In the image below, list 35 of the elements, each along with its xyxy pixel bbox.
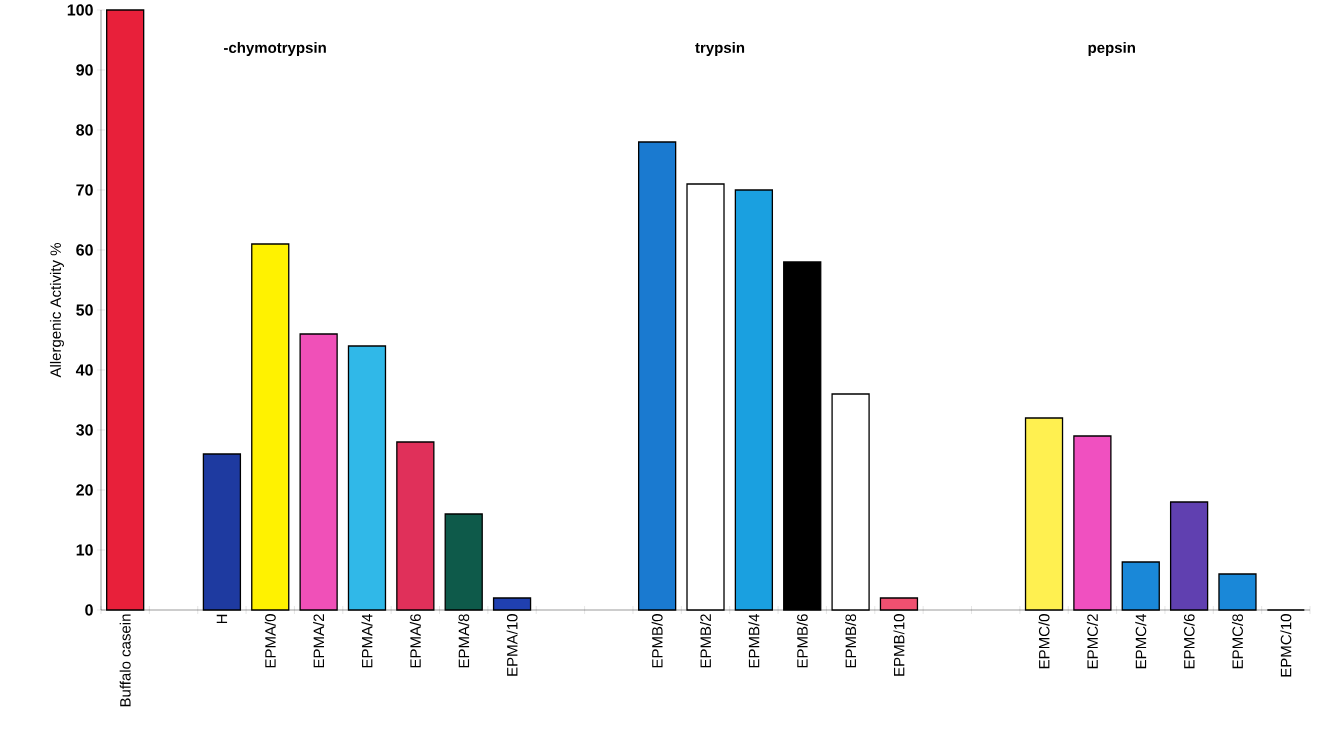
- y-tick-label: 30: [76, 424, 93, 436]
- x-tick-label: EPMA/10: [506, 614, 518, 676]
- annotation: trypsin: [695, 42, 745, 56]
- y-tick-label: 0: [85, 604, 93, 616]
- x-tick-label: EPMA/6: [409, 614, 421, 668]
- x-tick-label: EPMA/0: [264, 614, 276, 668]
- x-tick-label: EPMC/8: [1231, 614, 1243, 669]
- x-tick-label: EPMB/0: [651, 614, 663, 668]
- x-tick-label: EPMA/2: [313, 614, 325, 668]
- annotation: -chymotrypsin: [224, 42, 326, 56]
- x-tick-label: EPMA/4: [361, 613, 373, 668]
- x-tick-label: H: [216, 614, 228, 624]
- y-tick-label: 60: [76, 244, 93, 256]
- y-axis-title: Allergenic Activity %: [49, 243, 64, 378]
- annotation: pepsin: [1088, 42, 1135, 56]
- x-tick-label: EPMB/4: [748, 613, 760, 668]
- x-tick-label: EPMB/2: [699, 614, 712, 668]
- x-tick-label: EPMB/6: [796, 614, 808, 668]
- y-tick-label: 90: [76, 64, 93, 76]
- x-tick-label: EPMC/2: [1086, 614, 1098, 669]
- x-tick-label: EPMB/10: [893, 614, 905, 676]
- x-tick-label: EPMB/8: [845, 614, 857, 668]
- y-tick-label: 20: [76, 484, 93, 496]
- x-tick-label: EPMC/10: [1280, 614, 1292, 677]
- y-tick-label: 50: [76, 304, 93, 316]
- x-tick-label: EPMA/8: [458, 614, 470, 668]
- y-tick-label: 80: [76, 124, 93, 136]
- x-tick-label: EPMC/6: [1183, 614, 1195, 669]
- y-tick-label: 40: [75, 364, 93, 376]
- y-tick-label: 70: [76, 184, 93, 196]
- x-tick-label: Buffalo casein: [119, 614, 131, 707]
- x-tick-label: EPMC/0: [1038, 614, 1050, 669]
- y-tick-label: 10: [76, 544, 93, 556]
- x-tick-label: EPMC/4: [1135, 613, 1147, 669]
- y-tick-label: 100: [67, 4, 93, 16]
